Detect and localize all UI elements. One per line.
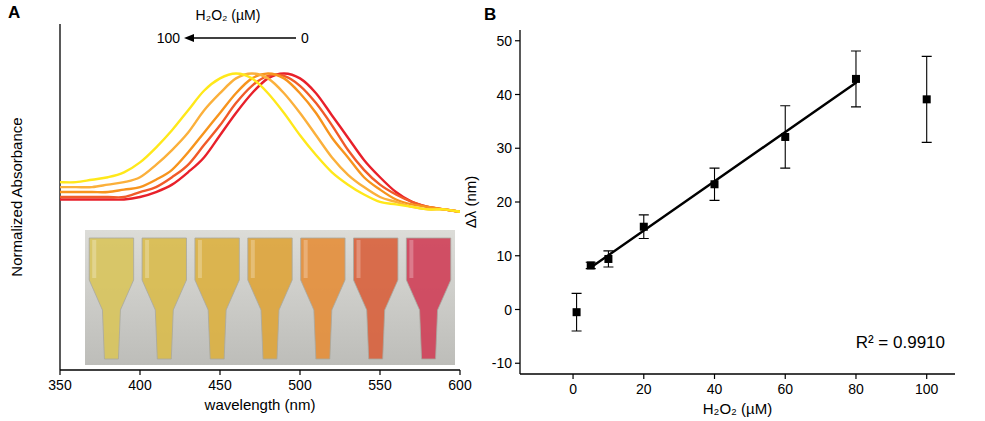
series-line <box>60 73 460 211</box>
x-tick-label: 60 <box>777 381 793 397</box>
y-tick-label: 40 <box>496 87 512 103</box>
panel: 350 400 450 500 550 600 wavelength (nm) Normali… <box>8 3 472 413</box>
x-tick <box>714 374 715 379</box>
y-tick-label: 30 <box>496 140 512 156</box>
annotation: R² = 0.9910 <box>856 333 945 352</box>
x-axis-line <box>520 373 955 374</box>
x-tick-label: 20 <box>636 381 652 397</box>
cuvette <box>89 238 133 359</box>
arrow-head <box>184 34 194 42</box>
arrow-label: 0 <box>301 30 309 46</box>
cuvette-highlight <box>198 240 202 278</box>
cuvette <box>248 238 292 359</box>
y-axis-title: Δλ (nm) <box>462 176 479 229</box>
x-tick-label: 40 <box>707 381 723 397</box>
cuvette <box>142 238 186 359</box>
y-tick-label: -10 <box>492 355 512 371</box>
y-tick <box>515 255 520 256</box>
cuvette-highlight <box>92 240 96 278</box>
photo-background <box>85 230 455 365</box>
x-tick <box>299 370 300 375</box>
x-tick-label: 80 <box>848 381 864 397</box>
x-tick-label: 600 <box>448 377 472 393</box>
x-tick-label: 100 <box>915 381 939 397</box>
plot-data <box>572 51 932 331</box>
figure: 350400450500550600wavelength (nm)Normali… <box>0 0 985 421</box>
y-tick <box>515 363 520 364</box>
error-bar <box>572 293 582 331</box>
cuvette-highlight <box>145 240 149 278</box>
arrow-shaft <box>192 37 296 38</box>
cuvette <box>301 238 345 359</box>
x-axis-line <box>60 369 460 370</box>
data-point <box>923 95 931 103</box>
plot-data <box>60 73 460 211</box>
x-tick-label: 0 <box>569 381 577 397</box>
y-tick <box>515 148 520 149</box>
x-tick-label: 550 <box>368 377 392 393</box>
cuvette-highlight <box>409 240 413 278</box>
x-tick-label: 350 <box>48 377 72 393</box>
x-tick-label: 450 <box>208 377 232 393</box>
cuvette <box>354 238 398 359</box>
annotation-title: H₂O₂ (µM) <box>196 7 261 23</box>
series-line <box>60 73 460 211</box>
x-tick <box>379 370 380 375</box>
y-tick <box>515 40 520 41</box>
x-tick <box>643 374 644 379</box>
cuvette <box>195 238 239 359</box>
cuvette <box>406 238 450 359</box>
cuvette-highlight <box>357 240 361 278</box>
x-axis-title: wavelength (nm) <box>204 396 316 413</box>
y-tick-label: 20 <box>496 194 512 210</box>
x-tick <box>59 370 60 375</box>
panel: 0 20 40 60 80 100 -10 0 10 20 30 40 50 H₂O₂ (µM) Δλ (n… <box>462 5 955 417</box>
y-tick-label: 10 <box>496 248 512 264</box>
series-line <box>60 73 460 211</box>
x-tick <box>572 374 573 379</box>
data-point <box>573 308 581 316</box>
page: {"chart_data": [ {"panel": "A", "type": … <box>0 0 985 421</box>
y-tick <box>515 309 520 310</box>
x-tick <box>855 374 856 379</box>
series-line <box>591 83 856 268</box>
cuvette-highlight <box>251 240 255 278</box>
x-tick <box>459 370 460 375</box>
x-tick <box>785 374 786 379</box>
y-tick-label: 50 <box>496 33 512 49</box>
x-tick <box>926 374 927 379</box>
x-tick-label: 400 <box>128 377 152 393</box>
panel-letter: B <box>484 5 496 24</box>
error-bar <box>922 56 932 142</box>
y-axis-title: Normalized Absorbance <box>8 117 25 276</box>
error-bar <box>851 51 861 107</box>
y-tick <box>515 94 520 95</box>
error-bar <box>780 106 790 168</box>
cuvette-photo <box>85 230 455 365</box>
x-tick <box>219 370 220 375</box>
x-tick-label: 500 <box>288 377 312 393</box>
panel-letter: A <box>8 3 20 22</box>
cuvette-highlight <box>304 240 308 278</box>
x-axis-title: H₂O₂ (µM) <box>703 400 772 417</box>
x-tick <box>139 370 140 375</box>
y-tick-label: 0 <box>504 302 512 318</box>
y-tick <box>515 201 520 202</box>
arrow-label: 100 <box>157 30 181 46</box>
series-line <box>60 73 460 211</box>
